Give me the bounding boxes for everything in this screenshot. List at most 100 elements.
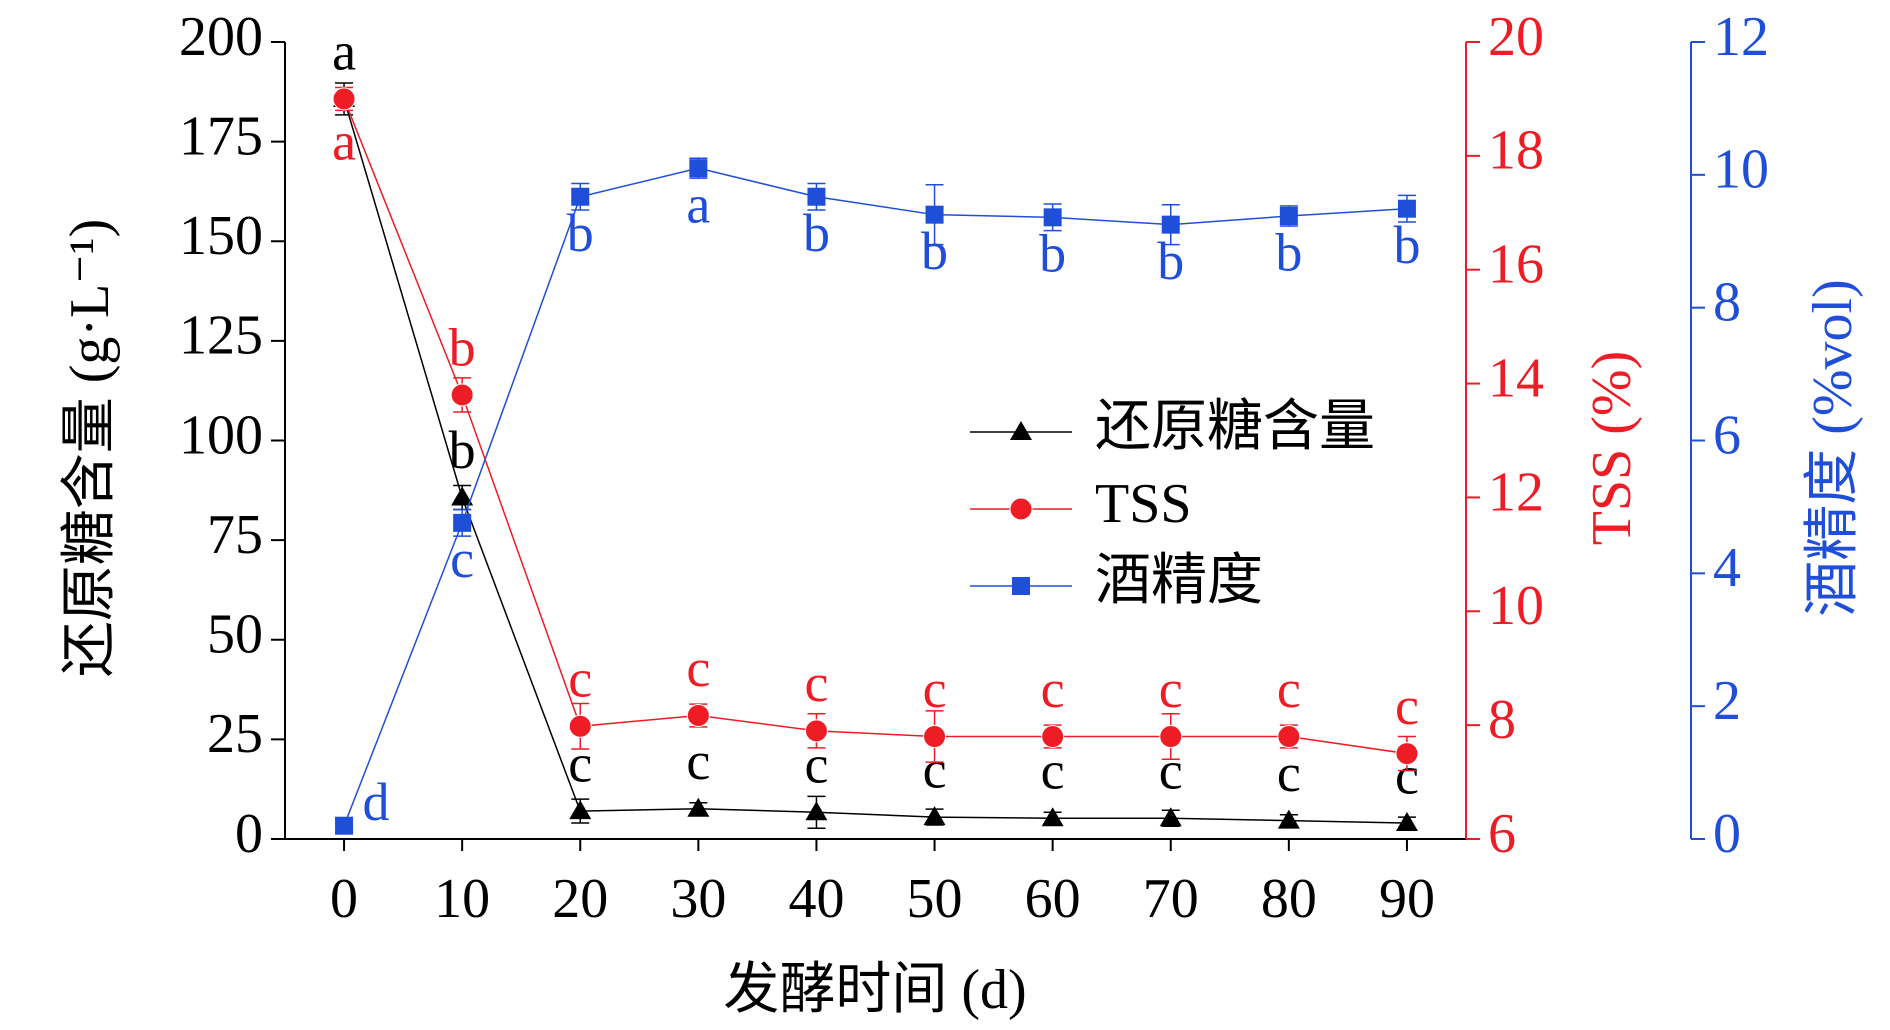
legend-marker — [1009, 497, 1033, 521]
data-point — [925, 205, 944, 224]
x-tick-label: 60 — [1025, 868, 1081, 930]
y2-tick-label: 14 — [1488, 347, 1544, 409]
data-point — [686, 703, 710, 727]
y2-tick-label: 20 — [1488, 6, 1544, 68]
data-point — [335, 816, 354, 835]
significance-letter: b — [567, 203, 594, 263]
data-point — [451, 486, 474, 506]
significance-letter: c — [568, 649, 592, 709]
data-point — [453, 513, 472, 532]
x-tick-label: 20 — [552, 868, 608, 930]
y3-tick-label: 8 — [1713, 272, 1741, 334]
y2-tick-label: 8 — [1488, 689, 1516, 751]
y-tick-label: 75 — [207, 504, 263, 566]
significance-letter: c — [923, 739, 947, 799]
y3-tick-label: 4 — [1713, 537, 1741, 599]
y-tick-label: 25 — [207, 703, 263, 765]
significance-letter: c — [1277, 743, 1301, 803]
data-point — [923, 806, 946, 826]
y2-tick-label: 16 — [1488, 234, 1544, 296]
significance-letter: c — [686, 638, 710, 698]
y3-axis-title: 酒精度 (%vol) — [1802, 279, 1864, 617]
y2-tick-label: 6 — [1488, 803, 1516, 865]
series-line — [343, 98, 1408, 755]
data-point — [1395, 742, 1419, 766]
significance-letter: b — [1393, 215, 1420, 275]
y-tick-label: 50 — [207, 604, 263, 666]
significance-letter: b — [1157, 231, 1184, 291]
significance-letter: c — [1395, 676, 1419, 736]
x-axis-title: 发酵时间 (d) — [723, 959, 1026, 1021]
significance-letter: c — [1277, 659, 1301, 719]
data-point — [689, 159, 708, 178]
x-tick-label: 90 — [1379, 868, 1435, 930]
significance-letter: c — [450, 529, 474, 589]
y3-tick-label: 0 — [1713, 803, 1741, 865]
significance-letter: b — [449, 317, 476, 377]
data-point — [923, 725, 947, 749]
y-tick-label: 200 — [179, 6, 263, 68]
significance-letter: b — [921, 221, 948, 281]
x-tick-label: 40 — [788, 868, 844, 930]
y2-tick-label: 10 — [1488, 575, 1544, 637]
significance-letter: b — [1275, 222, 1302, 282]
data-point — [1161, 215, 1180, 234]
significance-letter: c — [1041, 741, 1065, 801]
significance-letter: a — [686, 175, 710, 235]
legend-marker — [1010, 421, 1032, 440]
data-point — [1159, 807, 1182, 827]
significance-letter: b — [803, 203, 830, 263]
y-tick-label: 175 — [179, 105, 263, 167]
data-point — [1041, 725, 1065, 749]
data-point — [1277, 725, 1301, 749]
significance-letter: b — [1039, 224, 1066, 284]
y3-tick-label: 10 — [1713, 139, 1769, 201]
y-tick-label: 150 — [179, 205, 263, 267]
y3-tick-label: 2 — [1713, 670, 1741, 732]
data-point — [687, 797, 710, 817]
legend-label: 还原糖含量 — [1095, 396, 1375, 458]
significance-letter: c — [686, 731, 710, 791]
data-point — [1397, 199, 1416, 218]
significance-letter: c — [1159, 741, 1183, 801]
data-point — [1159, 725, 1183, 749]
significance-letter: c — [804, 735, 828, 795]
x-tick-label: 0 — [330, 868, 358, 930]
legend-marker — [1012, 577, 1030, 595]
legend-label: TSS — [1095, 473, 1192, 535]
x-tick-label: 80 — [1261, 868, 1317, 930]
data-point — [1395, 812, 1418, 832]
data-point — [805, 801, 828, 821]
x-tick-label: 50 — [907, 868, 963, 930]
x-tick-label: 10 — [434, 868, 490, 930]
significance-letter: d — [363, 772, 390, 832]
data-point — [804, 719, 828, 743]
y3-tick-label: 6 — [1713, 404, 1741, 466]
data-point — [450, 383, 474, 407]
x-tick-label: 30 — [670, 868, 726, 930]
y3-tick-label: 12 — [1713, 6, 1769, 68]
data-point — [807, 187, 826, 206]
data-point — [1043, 208, 1062, 227]
data-point — [1279, 207, 1298, 226]
data-point — [569, 800, 592, 820]
y-tick-label: 0 — [235, 803, 263, 865]
legend-label: 酒精度 — [1095, 550, 1263, 612]
y-tick-label: 100 — [179, 404, 263, 466]
data-point — [1277, 809, 1300, 829]
y-axis-title: 还原糖含量 (g·L⁻¹) — [59, 219, 121, 678]
data-point — [1041, 807, 1064, 827]
series-line — [343, 98, 1407, 824]
significance-letter: a — [332, 21, 356, 81]
significance-letter: c — [804, 653, 828, 713]
y2-axis-title: TSS (%) — [1581, 351, 1643, 545]
data-point — [571, 187, 590, 206]
significance-letter: c — [923, 659, 947, 719]
y2-tick-label: 12 — [1488, 461, 1544, 523]
significance-letter: c — [1159, 659, 1183, 719]
x-tick-label: 70 — [1143, 868, 1199, 930]
significance-letter: c — [1041, 659, 1065, 719]
series-line — [343, 167, 1407, 826]
significance-letter: a — [332, 111, 356, 171]
